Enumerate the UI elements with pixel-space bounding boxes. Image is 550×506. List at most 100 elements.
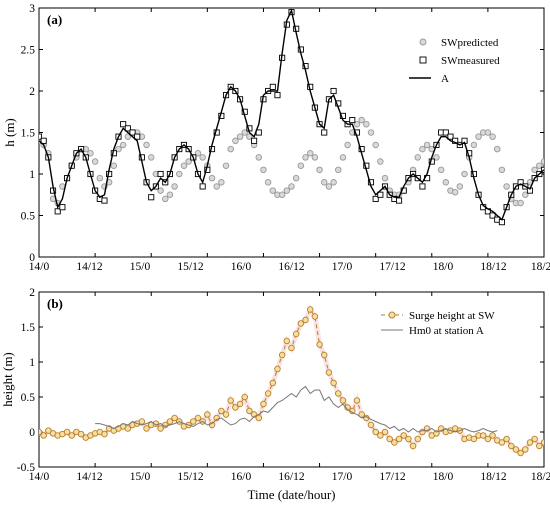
point-surge <box>171 414 178 422</box>
point-surge <box>330 379 337 387</box>
point-surge <box>316 341 323 348</box>
point-surge <box>405 435 412 443</box>
point-surge <box>157 425 164 432</box>
x-tick-label: 16/12 <box>278 471 304 483</box>
point-surge <box>353 397 361 404</box>
panel-label: (b) <box>47 296 63 311</box>
legend-marker-circle <box>419 38 427 46</box>
data-layer <box>39 8 544 226</box>
point-swpredicted <box>353 120 361 128</box>
point-swmeasured <box>251 137 258 144</box>
x-tick-label: 14/0 <box>29 471 50 483</box>
y-tick-label: 2 <box>29 86 35 98</box>
y-tick-label: 2.5 <box>21 45 36 57</box>
point-surge <box>484 435 492 443</box>
x-tick-label: 15/12 <box>177 471 203 483</box>
point-surge <box>414 435 422 443</box>
y-axis-label: height (m) <box>0 352 15 407</box>
point-swpredicted <box>87 149 94 157</box>
point-swpredicted <box>320 179 328 186</box>
point-swpredicted <box>330 179 337 186</box>
x-tick-label: 18/24 <box>531 261 550 273</box>
y-tick-label: 2 <box>29 287 35 299</box>
point-swpredicted <box>241 129 248 136</box>
point-surge <box>236 400 244 408</box>
point-swpredicted <box>227 145 234 153</box>
panel-label: (a) <box>47 12 62 27</box>
point-swpredicted <box>433 154 440 161</box>
point-swpredicted <box>372 141 379 149</box>
point-surge <box>325 369 333 376</box>
point-surge <box>77 430 85 438</box>
x-tick-label: 14/12 <box>76 471 102 483</box>
point-surge <box>138 418 146 425</box>
point-swpredicted <box>171 183 178 190</box>
point-surge <box>241 393 248 401</box>
point-surge <box>274 365 281 373</box>
legend-label: Hm0 at station A <box>409 325 484 337</box>
x-axis-label: Time (date/hour) <box>248 487 336 502</box>
point-swpredicted <box>414 154 422 161</box>
point-swpredicted <box>218 179 225 186</box>
point-swpredicted <box>302 154 309 161</box>
point-swpredicted <box>292 174 300 182</box>
point-swmeasured <box>395 197 403 204</box>
point-surge <box>302 316 309 324</box>
point-swpredicted <box>358 116 365 124</box>
point-surge <box>517 449 524 457</box>
point-surge <box>232 404 239 411</box>
y-tick-label: 1.5 <box>21 322 36 334</box>
point-surge <box>204 411 211 418</box>
point-surge <box>400 432 407 439</box>
point-surge <box>358 411 365 418</box>
point-swpredicted <box>517 199 524 207</box>
point-swmeasured <box>134 133 141 140</box>
point-swpredicted <box>344 141 351 149</box>
point-swpredicted <box>96 174 104 182</box>
point-swpredicted <box>461 170 468 178</box>
legend: Surge height at SW Hm0 at station A <box>381 310 495 337</box>
point-surge <box>381 428 389 436</box>
point-swpredicted <box>297 162 305 169</box>
point-surge <box>297 320 305 327</box>
point-surge <box>278 351 286 359</box>
point-surge <box>367 421 375 429</box>
point-surge <box>283 337 291 345</box>
point-swmeasured <box>148 194 155 201</box>
x-tick-label: 18/0 <box>433 471 454 483</box>
point-swpredicted <box>522 191 529 198</box>
point-swpredicted <box>269 187 277 194</box>
point-surge <box>260 400 267 408</box>
point-swmeasured <box>269 83 276 90</box>
point-surge <box>526 439 534 446</box>
point-surge <box>503 435 510 443</box>
point-surge <box>489 432 496 439</box>
point-swpredicted <box>335 166 342 174</box>
point-surge <box>512 446 520 453</box>
point-surge <box>190 418 197 425</box>
y-tick-label: 0 <box>29 252 35 264</box>
x-tick-label: 17/0 <box>332 471 353 483</box>
point-surge <box>143 425 150 432</box>
point-swpredicted <box>475 133 482 140</box>
point-swpredicted <box>91 158 99 165</box>
point-swpredicted <box>143 141 150 149</box>
point-swpredicted <box>316 166 323 174</box>
point-swpredicted <box>124 133 132 140</box>
point-surge <box>409 442 417 450</box>
series-line-a <box>39 8 544 221</box>
point-swmeasured <box>157 170 164 178</box>
legend-label: Surge height at SW <box>409 310 495 322</box>
point-swpredicted <box>213 183 220 190</box>
point-swpredicted <box>311 154 319 161</box>
series-line-hm0-at-station-a <box>95 385 498 433</box>
point-surge <box>391 439 398 446</box>
point-surge <box>498 439 506 446</box>
point-surge <box>320 351 328 359</box>
legend-marker-circle <box>388 311 396 319</box>
x-tick-label: 15/0 <box>130 261 151 273</box>
point-surge <box>335 390 342 397</box>
point-surge <box>101 430 108 438</box>
point-swpredicted <box>232 137 239 145</box>
point-surge <box>344 404 351 411</box>
